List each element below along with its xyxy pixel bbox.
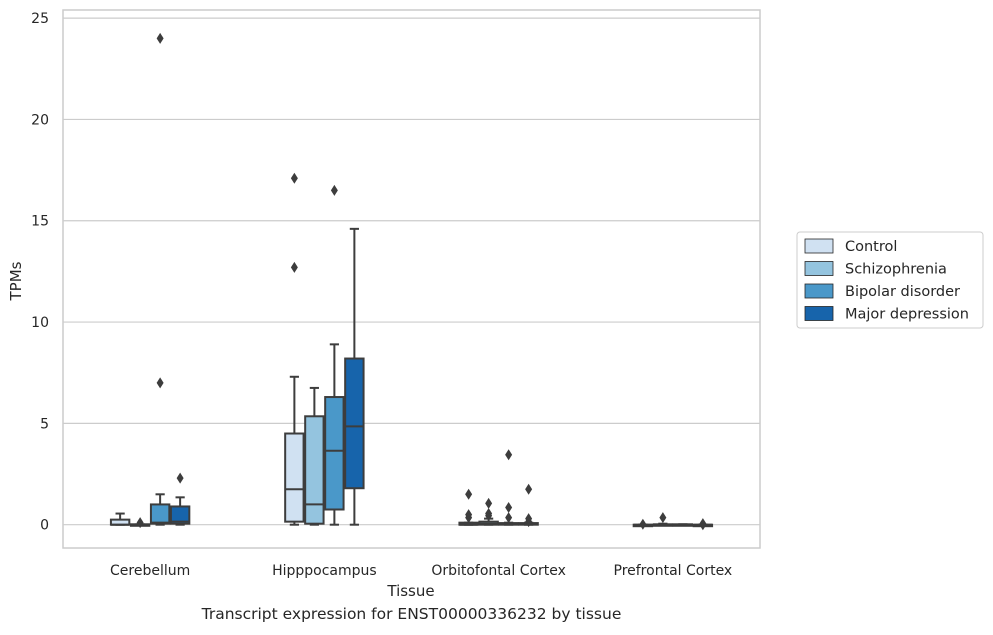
legend-entries: Control Schizophrenia Bipolar disorder Majo… xyxy=(804,238,969,323)
boxes xyxy=(109,32,714,531)
outlier-point xyxy=(176,472,184,484)
outlier-point xyxy=(639,518,647,530)
box-3-1 xyxy=(652,512,674,527)
legend-swatch xyxy=(804,283,834,299)
outlier-point xyxy=(659,512,667,524)
legend: Control Schizophrenia Bipolar disorder Majo… xyxy=(796,231,984,329)
box-1-0 xyxy=(284,172,305,526)
box-iqr xyxy=(284,432,305,523)
outlier-point xyxy=(505,512,513,524)
box-2-2 xyxy=(498,449,519,526)
box-3-2 xyxy=(672,523,694,527)
y-tick-label: 5 xyxy=(40,416,49,432)
box-0-1 xyxy=(129,517,151,529)
y-tick-label: 20 xyxy=(31,112,49,128)
legend-swatch xyxy=(804,261,834,276)
box-iqr xyxy=(304,415,325,525)
legend-swatch xyxy=(804,306,834,321)
legend-swatch xyxy=(804,238,834,254)
outlier-point xyxy=(699,518,707,530)
outlier-point xyxy=(290,261,298,273)
box-1-3 xyxy=(344,227,365,526)
box-0-0 xyxy=(109,512,131,526)
box-0-2 xyxy=(149,32,171,526)
figure-caption: Transcript expression for ENST0000033623… xyxy=(201,605,622,623)
box-2-0 xyxy=(458,488,479,526)
x-tick-label: Prefrontal Cortex xyxy=(614,563,733,579)
box-iqr xyxy=(149,503,171,525)
outlier-point xyxy=(465,488,473,500)
box-iqr xyxy=(324,396,345,511)
outlier-point xyxy=(156,377,164,389)
y-tick-label: 0 xyxy=(40,518,49,534)
y-tick-label: 25 xyxy=(31,11,49,27)
plot-frame xyxy=(62,9,761,549)
y-tick-label: 15 xyxy=(31,214,49,230)
outlier-point xyxy=(136,517,144,529)
y-tick-label: 10 xyxy=(31,315,49,331)
outlier-point xyxy=(525,513,533,525)
outlier-point xyxy=(525,483,533,495)
x-tick-label: Orbitofontal Cortex xyxy=(431,563,566,579)
box-1-2 xyxy=(324,184,345,526)
outlier-point xyxy=(330,184,338,196)
legend-frame xyxy=(796,231,984,329)
box-1-1 xyxy=(304,386,325,526)
box-iqr xyxy=(169,505,191,525)
x-tick-label: Cerebellum xyxy=(110,563,190,579)
box-2-3 xyxy=(518,483,539,528)
y-tick-labels: 0 5 10 15 20 25 xyxy=(31,11,49,534)
legend-label: Control xyxy=(845,239,897,255)
outlier-point xyxy=(505,449,513,461)
gridlines xyxy=(63,17,760,526)
outlier-point xyxy=(485,508,493,520)
legend-label: Bipolar disorder xyxy=(845,284,960,300)
outlier-point xyxy=(290,172,298,184)
legend-label: Schizophrenia xyxy=(845,262,947,278)
outlier-point xyxy=(505,501,513,513)
outlier-point xyxy=(485,497,493,509)
outlier-point xyxy=(156,32,164,44)
x-axis-title: Tissue xyxy=(386,582,434,600)
box-0-3 xyxy=(169,472,191,526)
legend-label: Major depression xyxy=(845,307,969,323)
box-2-1 xyxy=(478,497,499,526)
x-tick-labels: Cerebellum Hipppocampus Orbitofontal Corte… xyxy=(110,563,732,579)
x-tick-label: Hipppocampus xyxy=(272,563,377,579)
y-axis-title: TPMs xyxy=(7,261,25,301)
box-3-0 xyxy=(632,518,654,530)
outlier-point xyxy=(465,509,473,521)
box-iqr xyxy=(344,357,365,490)
box-3-3 xyxy=(692,518,714,531)
